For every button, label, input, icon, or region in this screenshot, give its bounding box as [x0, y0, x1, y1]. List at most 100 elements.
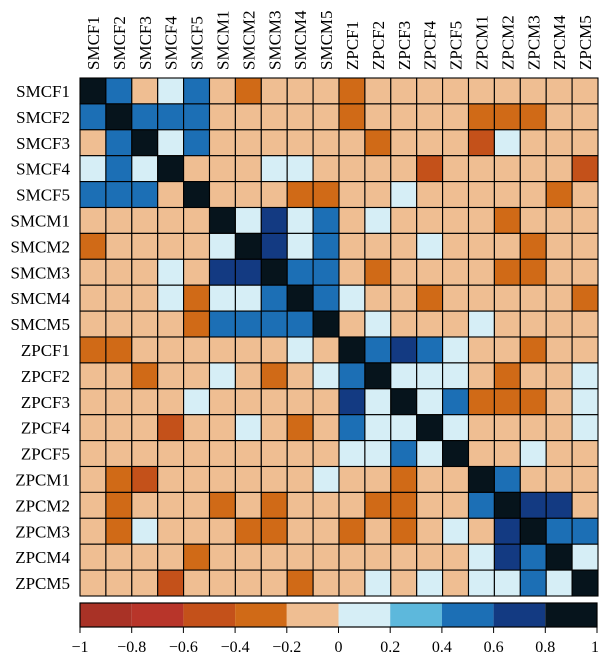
heatmap-cell-SMCM3-ZPCM4 [545, 258, 573, 286]
heatmap-cell-ZPCM5-SMCF2 [105, 569, 133, 597]
heatmap-cell-SMCM3-SMCM1 [208, 258, 236, 286]
heatmap-cell-SMCM4-SMCM3 [260, 284, 288, 312]
colorbar-bin [183, 603, 236, 627]
heatmap-cell-ZPCM3-SMCM3 [260, 517, 288, 545]
column-label: SMCF1 [84, 16, 103, 70]
heatmap-cell-ZPCF5-ZPCF4 [416, 440, 444, 468]
heatmap-cell-SMCM4-SMCM4 [286, 284, 314, 312]
heatmap-cell-SMCF2-SMCM2 [234, 103, 262, 131]
heatmap-cell-SMCF4-SMCF4 [157, 155, 185, 183]
heatmap-cell-SMCF5-ZPCM5 [571, 181, 599, 209]
heatmap-cell-ZPCM2-SMCF5 [183, 491, 211, 519]
colorbar-bin [338, 603, 391, 627]
heatmap-cell-SMCM5-ZPCM3 [519, 310, 547, 338]
row-label: SMCF5 [16, 186, 70, 205]
heatmap-cell-SMCM5-SMCF3 [131, 310, 159, 338]
heatmap-cell-SMCM3-SMCF1 [79, 258, 107, 286]
heatmap-cell-SMCM3-ZPCF3 [390, 258, 418, 286]
heatmap-cell-SMCM3-SMCM2 [234, 258, 262, 286]
column-labels: SMCF1 SMCF2 SMCF3 SMCF4 SMCF5 SMCM1 SMCM2 SMCM3… [84, 10, 595, 70]
column-label: SMCM3 [265, 10, 284, 70]
heatmap-cell-SMCF5-ZPCF3 [390, 181, 418, 209]
heatmap-cell-ZPCM4-ZPCM4 [545, 543, 573, 571]
heatmap-cell-ZPCM3-SMCF3 [131, 517, 159, 545]
row-labels: SMCF1 SMCF2 SMCF3 SMCF4 SMCF5 SMCM1 SMCM2 SMCM3… [10, 82, 70, 593]
row-label: ZPCM4 [15, 548, 70, 567]
heatmap-cell-ZPCM1-SMCM4 [286, 465, 314, 493]
heatmap-cell-SMCF1-SMCM1 [208, 77, 236, 105]
heatmap-cell-ZPCF5-SMCM1 [208, 440, 236, 468]
row-label: ZPCF3 [21, 393, 70, 412]
heatmap-cell-ZPCF2-ZPCM4 [545, 362, 573, 390]
heatmap-cell-SMCF3-ZPCM2 [493, 129, 521, 157]
heatmap-cell-SMCF5-SMCM5 [312, 181, 340, 209]
heatmap-cell-SMCM2-ZPCM5 [571, 232, 599, 260]
heatmap-cell-SMCF4-SMCF1 [79, 155, 107, 183]
heatmap-cell-SMCF4-SMCF5 [183, 155, 211, 183]
heatmap-cell-SMCM3-ZPCF1 [338, 258, 366, 286]
heatmap-cell-SMCM2-ZPCM2 [493, 232, 521, 260]
heatmap-cell-ZPCF5-ZPCM4 [545, 440, 573, 468]
heatmap-cell-ZPCM4-ZPCM5 [571, 543, 599, 571]
heatmap-cell-ZPCM1-ZPCM1 [467, 465, 495, 493]
heatmap-cell-ZPCM4-ZPCF5 [442, 543, 470, 571]
heatmap-cell-ZPCM4-SMCM4 [286, 543, 314, 571]
heatmap-cell-SMCF1-SMCF5 [183, 77, 211, 105]
row-label: ZPCF5 [21, 445, 70, 464]
row-label: ZPCM1 [15, 470, 70, 489]
heatmap-cell-ZPCF3-SMCF5 [183, 388, 211, 416]
heatmap-cell-ZPCM2-SMCM4 [286, 491, 314, 519]
heatmap-cell-SMCM3-SMCF3 [131, 258, 159, 286]
heatmap-cell-ZPCM5-ZPCF5 [442, 569, 470, 597]
heatmap-cell-ZPCM1-ZPCM2 [493, 465, 521, 493]
heatmap-cell-ZPCF1-SMCM3 [260, 336, 288, 364]
row-label: ZPCM2 [15, 496, 70, 515]
heatmap-cell-ZPCF5-SMCM2 [234, 440, 262, 468]
heatmap-cell-SMCM3-ZPCM1 [467, 258, 495, 286]
heatmap-cell-SMCM1-SMCM3 [260, 206, 288, 234]
heatmap-cell-SMCF2-ZPCF3 [390, 103, 418, 131]
heatmap-cell-SMCM5-ZPCM5 [571, 310, 599, 338]
heatmap-cell-ZPCF1-ZPCM4 [545, 336, 573, 364]
heatmap-cell-ZPCM1-ZPCM4 [545, 465, 573, 493]
heatmap-cell-ZPCM2-ZPCM1 [467, 491, 495, 519]
heatmap-cell-SMCM2-SMCF5 [183, 232, 211, 260]
heatmap-cell-SMCM5-ZPCM4 [545, 310, 573, 338]
heatmap-cell-SMCM1-ZPCF3 [390, 206, 418, 234]
heatmap-cell-SMCM5-SMCF1 [79, 310, 107, 338]
heatmap-cell-SMCM5-SMCM5 [312, 310, 340, 338]
colorbar-bin [441, 603, 494, 627]
heatmap-cell-SMCM1-SMCF2 [105, 206, 133, 234]
heatmap-cell-SMCF4-ZPCF3 [390, 155, 418, 183]
heatmap-cell-SMCM4-ZPCF3 [390, 284, 418, 312]
heatmap-cell-ZPCF3-SMCM4 [286, 388, 314, 416]
heatmap-cell-ZPCM2-SMCF4 [157, 491, 185, 519]
heatmap-cell-ZPCF4-ZPCM1 [467, 414, 495, 442]
heatmap-cell-SMCF3-SMCF4 [157, 129, 185, 157]
heatmap-cell-SMCM1-SMCF4 [157, 206, 185, 234]
heatmap-cell-SMCF5-SMCM4 [286, 181, 314, 209]
heatmap-cell-SMCF3-ZPCM1 [467, 129, 495, 157]
heatmap-cell-ZPCM2-ZPCF5 [442, 491, 470, 519]
heatmap-cell-ZPCF4-SMCF1 [79, 414, 107, 442]
heatmap-cell-SMCF5-SMCF2 [105, 181, 133, 209]
heatmap-cell-ZPCM5-SMCF1 [79, 569, 107, 597]
heatmap-cell-ZPCF4-SMCM1 [208, 414, 236, 442]
heatmap-cell-SMCF4-ZPCM2 [493, 155, 521, 183]
heatmap-cell-SMCF3-SMCF2 [105, 129, 133, 157]
heatmap-cell-SMCM4-ZPCM5 [571, 284, 599, 312]
heatmap-cell-SMCM5-SMCM2 [234, 310, 262, 338]
heatmap-cell-ZPCM5-SMCF4 [157, 569, 185, 597]
heatmap-cell-ZPCF2-ZPCF2 [364, 362, 392, 390]
colorbar-bin [286, 603, 339, 627]
heatmap-cell-SMCM2-SMCF4 [157, 232, 185, 260]
row-label: SMCM4 [10, 289, 70, 308]
heatmap-cell-ZPCF1-SMCM5 [312, 336, 340, 364]
heatmap-cell-SMCF3-SMCM4 [286, 129, 314, 157]
row-label: SMCM5 [10, 315, 70, 334]
heatmap-cell-ZPCF3-SMCM1 [208, 388, 236, 416]
heatmap-cell-SMCF5-SMCF4 [157, 181, 185, 209]
heatmap-cell-ZPCF3-SMCM5 [312, 388, 340, 416]
heatmap-cell-ZPCF2-ZPCF3 [390, 362, 418, 390]
heatmap-cell-SMCM2-SMCM2 [234, 232, 262, 260]
